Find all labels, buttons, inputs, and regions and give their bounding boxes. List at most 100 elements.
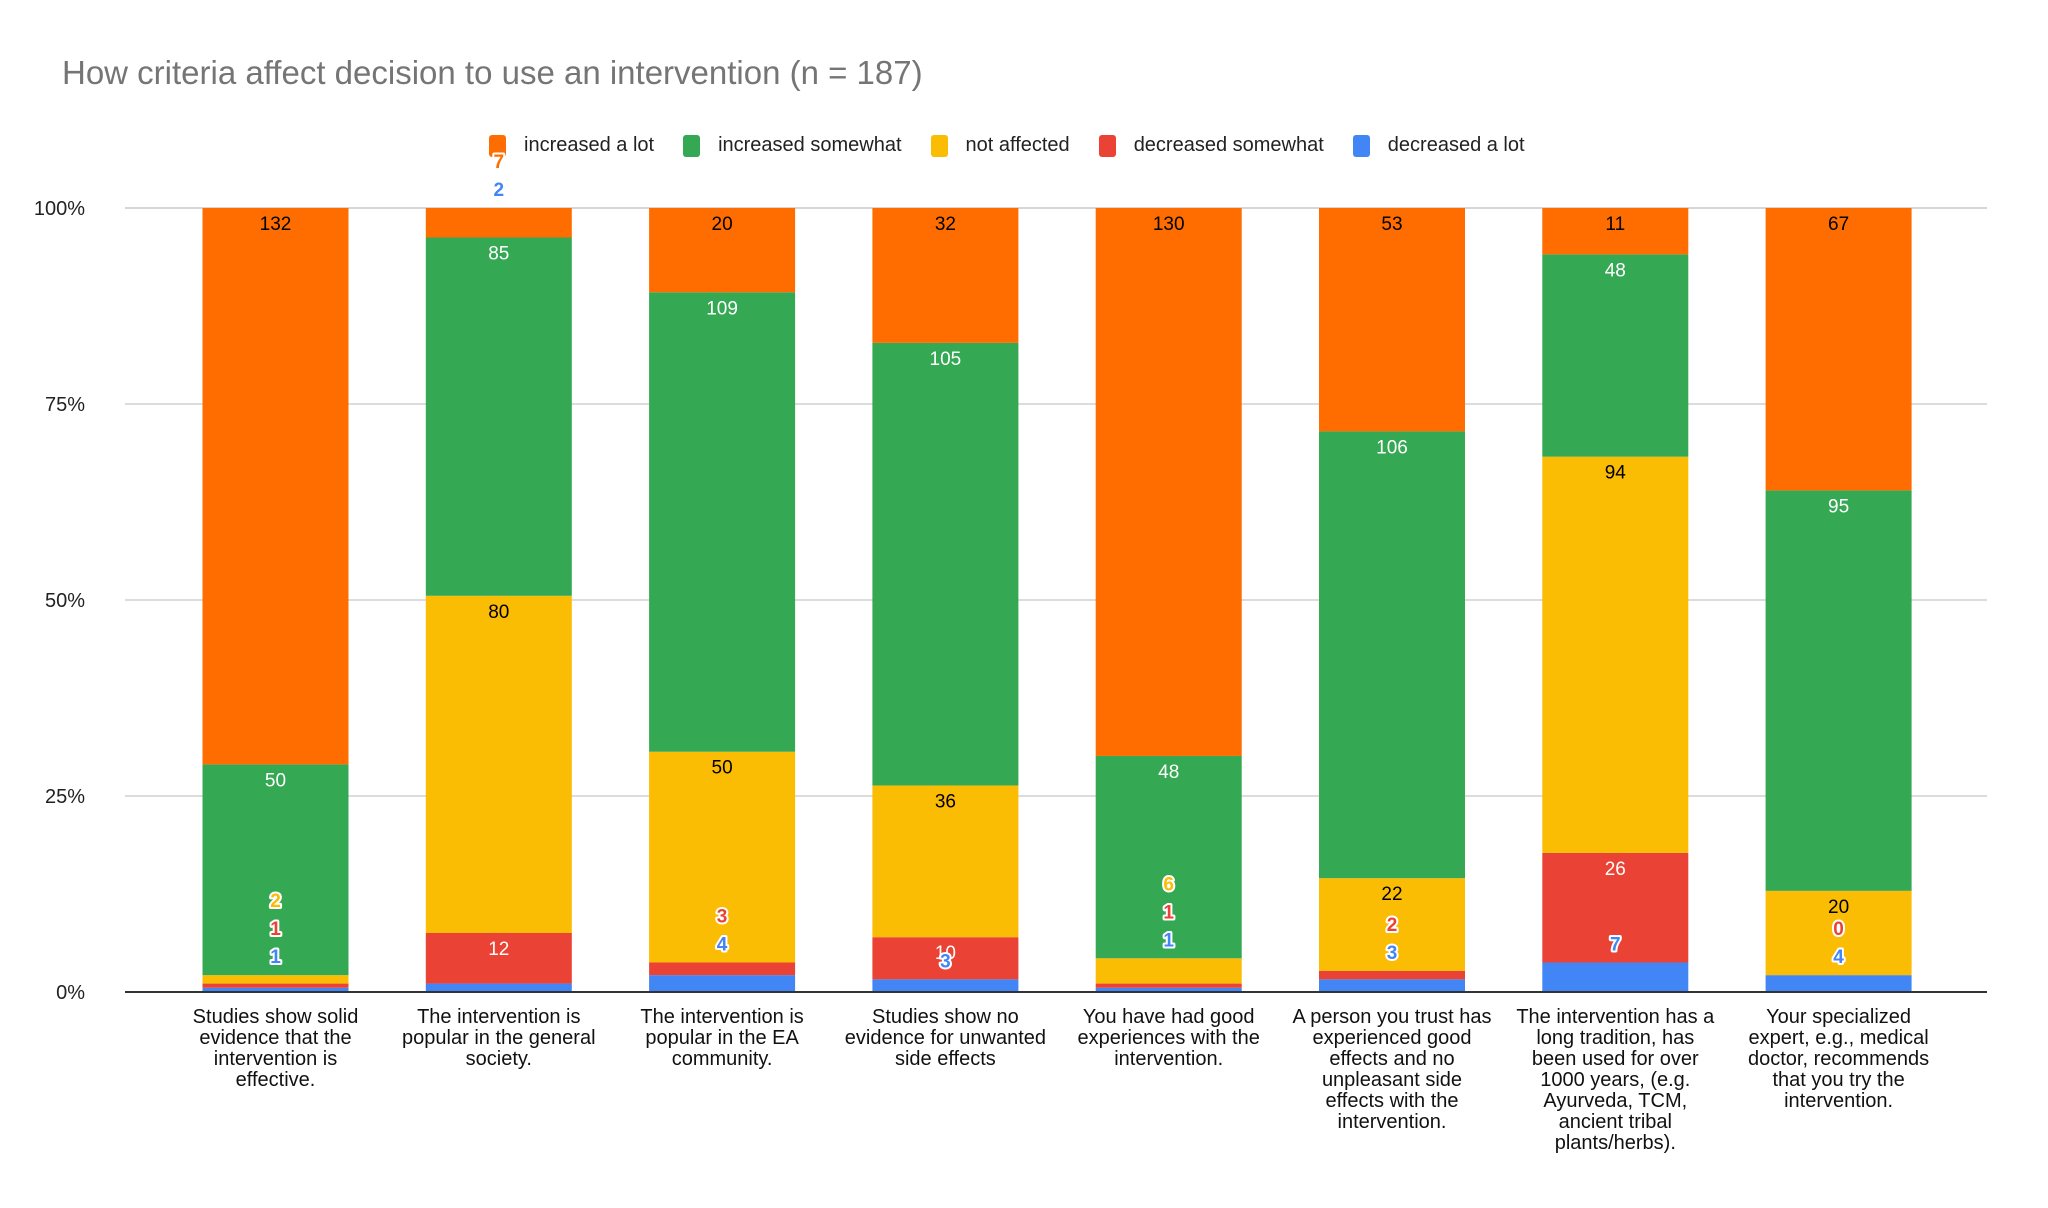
data-label: 20 [712,214,733,235]
x-axis-label-line: evidence that the [199,1027,352,1049]
y-tick-label: 50% [45,590,85,612]
x-axis-label-line: ancient tribal [1558,1111,1672,1133]
bar-segment [1542,852,1689,963]
x-axis-label-line: doctor, recommends [1747,1048,1930,1070]
bar-segment [425,932,572,984]
x-axis-label-line: The intervention has a [1516,1006,1715,1028]
x-axis-label-line: A person you trust has [1292,1006,1492,1028]
bar-segment [1765,208,1912,491]
bar-segment [1319,431,1465,879]
x-axis-label-line: society. [465,1048,532,1070]
bar-segment [1765,890,1912,976]
x-axis-label-line: Studies show no [872,1006,1019,1028]
bar-segment [1319,970,1465,980]
y-tick-label: 0% [56,982,85,1004]
data-label: 132 [260,214,292,235]
legend-item: decreased a lot [1352,134,1525,157]
legend-item: decreased somewhat [1098,134,1324,157]
x-axis-label-line: been used for over [1531,1048,1699,1070]
data-label: 11 [1605,214,1625,235]
data-label: 2 [270,891,281,912]
bar-stack [872,208,1019,992]
bar-stack [1095,208,1242,992]
data-label: 95 [1828,496,1849,517]
data-label: 85 [488,244,509,265]
x-axis-label: The intervention is popular in the EA comm… [612,1007,832,1070]
data-label: 50 [265,770,286,791]
bar-segment [649,975,796,992]
legend-label: decreased a lot [1387,134,1525,156]
x-axis-label-line: side effects [894,1048,996,1070]
x-axis-label-line: The intervention is [640,1006,804,1028]
data-label: 6 [1163,874,1174,895]
bar-segment [649,292,796,752]
data-label: 4 [717,934,728,955]
bar-segment [1542,208,1689,255]
data-label: 109 [706,298,738,319]
data-label: 32 [935,214,956,235]
bar-segment [872,208,1019,343]
data-label: 1 [1163,902,1174,923]
x-axis-label: The intervention is popular in the genera… [389,1007,609,1070]
x-axis-label-line: Your specialized [1766,1006,1912,1028]
bar-segment [425,983,572,992]
bar-segment [1095,755,1242,959]
x-axis-label-line: intervention. [1337,1111,1447,1133]
legend-label: decreased somewhat [1133,134,1324,156]
x-axis-label-line: plants/herbs). [1554,1132,1676,1154]
data-label: 48 [1158,762,1179,783]
bar-segment [1319,208,1465,432]
bar-segment [649,962,796,976]
data-label: 1 [270,919,281,940]
legend-item: not affected [930,134,1070,157]
bar-segment [202,983,349,988]
x-axis-label-line: long tradition, has [1536,1027,1695,1049]
legend-label: increased a lot [524,134,655,156]
data-label: 3 [1387,943,1398,964]
data-label: 50 [712,758,733,779]
x-axis-label-line: effects with the [1325,1090,1459,1112]
x-axis-label-line: that you try the [1772,1069,1905,1091]
bar-segment [872,979,1019,992]
bar-segment [202,208,349,765]
bar-segment [1095,983,1242,988]
legend-label: not affected [965,134,1070,156]
x-axis-label-line: unpleasant side [1321,1069,1463,1091]
legend-swatch [489,134,506,157]
legend-item: increased somewhat [683,134,902,157]
data-label: 3 [717,906,728,927]
bar-segment [872,785,1019,938]
bar-segment [1542,456,1689,853]
bar-segment [872,937,1019,980]
legend-swatch [930,134,948,157]
bar-segment [1319,979,1465,992]
data-label: 2 [1387,915,1398,936]
x-axis-label-line: 1000 years, (e.g. [1540,1069,1691,1091]
data-label: 26 [1605,859,1626,880]
bar-segment [1765,975,1912,992]
bar-segment [425,237,572,596]
data-label: 1 [1163,930,1174,951]
data-label: 130 [1153,214,1185,235]
bar-stack [1765,208,1912,992]
bar-segment [202,987,349,992]
legend-swatch [1098,134,1116,157]
bar-segment [872,342,1019,786]
bar-segment [1542,254,1689,457]
x-axis-label: A person you trust has experienced good ef… [1282,1007,1502,1133]
bar-segment [1095,958,1242,984]
bar-stack [1542,208,1689,992]
bar-segment [425,595,572,933]
data-label: 4 [1833,947,1844,968]
data-label: 80 [488,602,509,623]
x-axis-label-line: evidence for unwanted [844,1027,1047,1049]
bar-segment [1765,490,1912,891]
data-label: 22 [1381,884,1402,905]
x-axis-label: The intervention has a long tradition, ha… [1505,1007,1725,1154]
data-label: 20 [1828,897,1849,918]
data-label: 48 [1605,260,1626,281]
bar-stack [202,208,349,992]
data-label: 53 [1381,214,1402,235]
bar-segment [425,208,572,238]
